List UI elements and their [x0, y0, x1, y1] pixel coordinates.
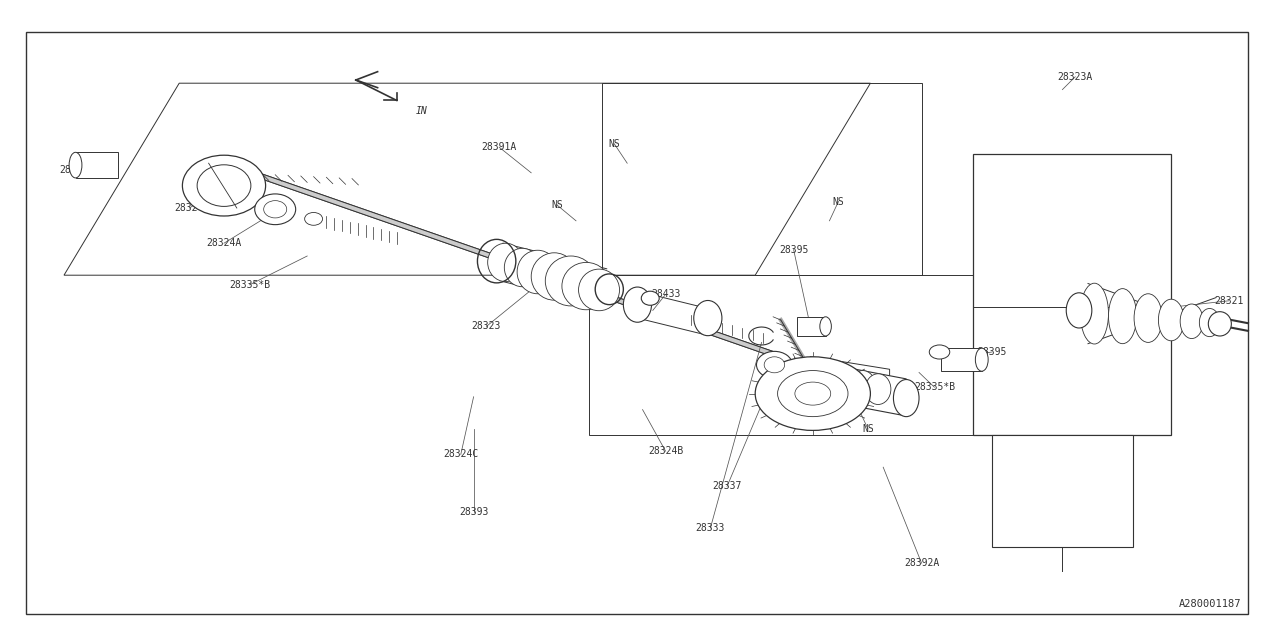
Text: IN: IN	[416, 106, 428, 116]
Ellipse shape	[756, 351, 792, 378]
Ellipse shape	[504, 248, 540, 287]
Ellipse shape	[264, 200, 287, 218]
Text: 28324C: 28324C	[443, 449, 479, 460]
Text: 28395: 28395	[978, 347, 1006, 357]
Polygon shape	[832, 365, 906, 416]
Ellipse shape	[1066, 292, 1092, 328]
Ellipse shape	[69, 152, 82, 178]
Text: A280001187: A280001187	[1179, 599, 1242, 609]
Ellipse shape	[777, 371, 849, 417]
Ellipse shape	[1080, 283, 1108, 344]
Text: 28324A: 28324A	[206, 238, 242, 248]
Ellipse shape	[305, 212, 323, 225]
Text: NS: NS	[861, 424, 874, 434]
Ellipse shape	[562, 262, 611, 310]
Text: 28333: 28333	[696, 523, 724, 533]
Text: 28395: 28395	[780, 244, 808, 255]
Bar	[973, 154, 1171, 435]
Polygon shape	[76, 152, 118, 178]
Text: 28395: 28395	[60, 164, 88, 175]
Ellipse shape	[579, 269, 620, 310]
Ellipse shape	[255, 194, 296, 225]
Ellipse shape	[975, 348, 988, 371]
Ellipse shape	[1208, 312, 1231, 336]
Ellipse shape	[545, 256, 596, 306]
Ellipse shape	[1199, 308, 1220, 337]
Ellipse shape	[197, 164, 251, 206]
Bar	[992, 435, 1133, 547]
Ellipse shape	[623, 287, 652, 323]
Text: NS: NS	[832, 196, 845, 207]
Ellipse shape	[835, 367, 860, 398]
Polygon shape	[941, 348, 982, 371]
Ellipse shape	[865, 374, 891, 404]
Text: 28321: 28321	[1215, 296, 1243, 306]
Ellipse shape	[1134, 294, 1162, 342]
Polygon shape	[637, 291, 708, 335]
Text: 28323A: 28323A	[1057, 72, 1093, 82]
Polygon shape	[810, 356, 890, 401]
Text: 28391A: 28391A	[481, 142, 517, 152]
Ellipse shape	[1180, 304, 1203, 339]
Ellipse shape	[531, 253, 577, 300]
Ellipse shape	[641, 291, 659, 305]
Text: 28323: 28323	[472, 321, 500, 332]
Text: 28337: 28337	[713, 481, 741, 492]
Ellipse shape	[488, 243, 524, 282]
Text: 28392A: 28392A	[904, 558, 940, 568]
Ellipse shape	[183, 156, 266, 216]
Ellipse shape	[820, 317, 832, 336]
Text: 28335*B: 28335*B	[914, 382, 955, 392]
Text: 28393: 28393	[460, 507, 488, 517]
Ellipse shape	[850, 371, 876, 401]
Ellipse shape	[694, 300, 722, 335]
Text: 28324: 28324	[175, 203, 204, 213]
Ellipse shape	[1158, 299, 1184, 340]
Ellipse shape	[1108, 289, 1137, 344]
Ellipse shape	[517, 250, 558, 294]
Text: 28324B: 28324B	[648, 446, 684, 456]
Ellipse shape	[764, 357, 785, 372]
Text: 28335*B: 28335*B	[229, 280, 270, 290]
Text: NS: NS	[608, 139, 621, 149]
Ellipse shape	[795, 382, 831, 405]
Ellipse shape	[755, 357, 870, 430]
Text: 28433: 28433	[652, 289, 680, 300]
Ellipse shape	[819, 365, 845, 402]
Polygon shape	[797, 317, 826, 336]
Text: NS: NS	[550, 200, 563, 210]
Ellipse shape	[929, 345, 950, 359]
Ellipse shape	[893, 380, 919, 417]
